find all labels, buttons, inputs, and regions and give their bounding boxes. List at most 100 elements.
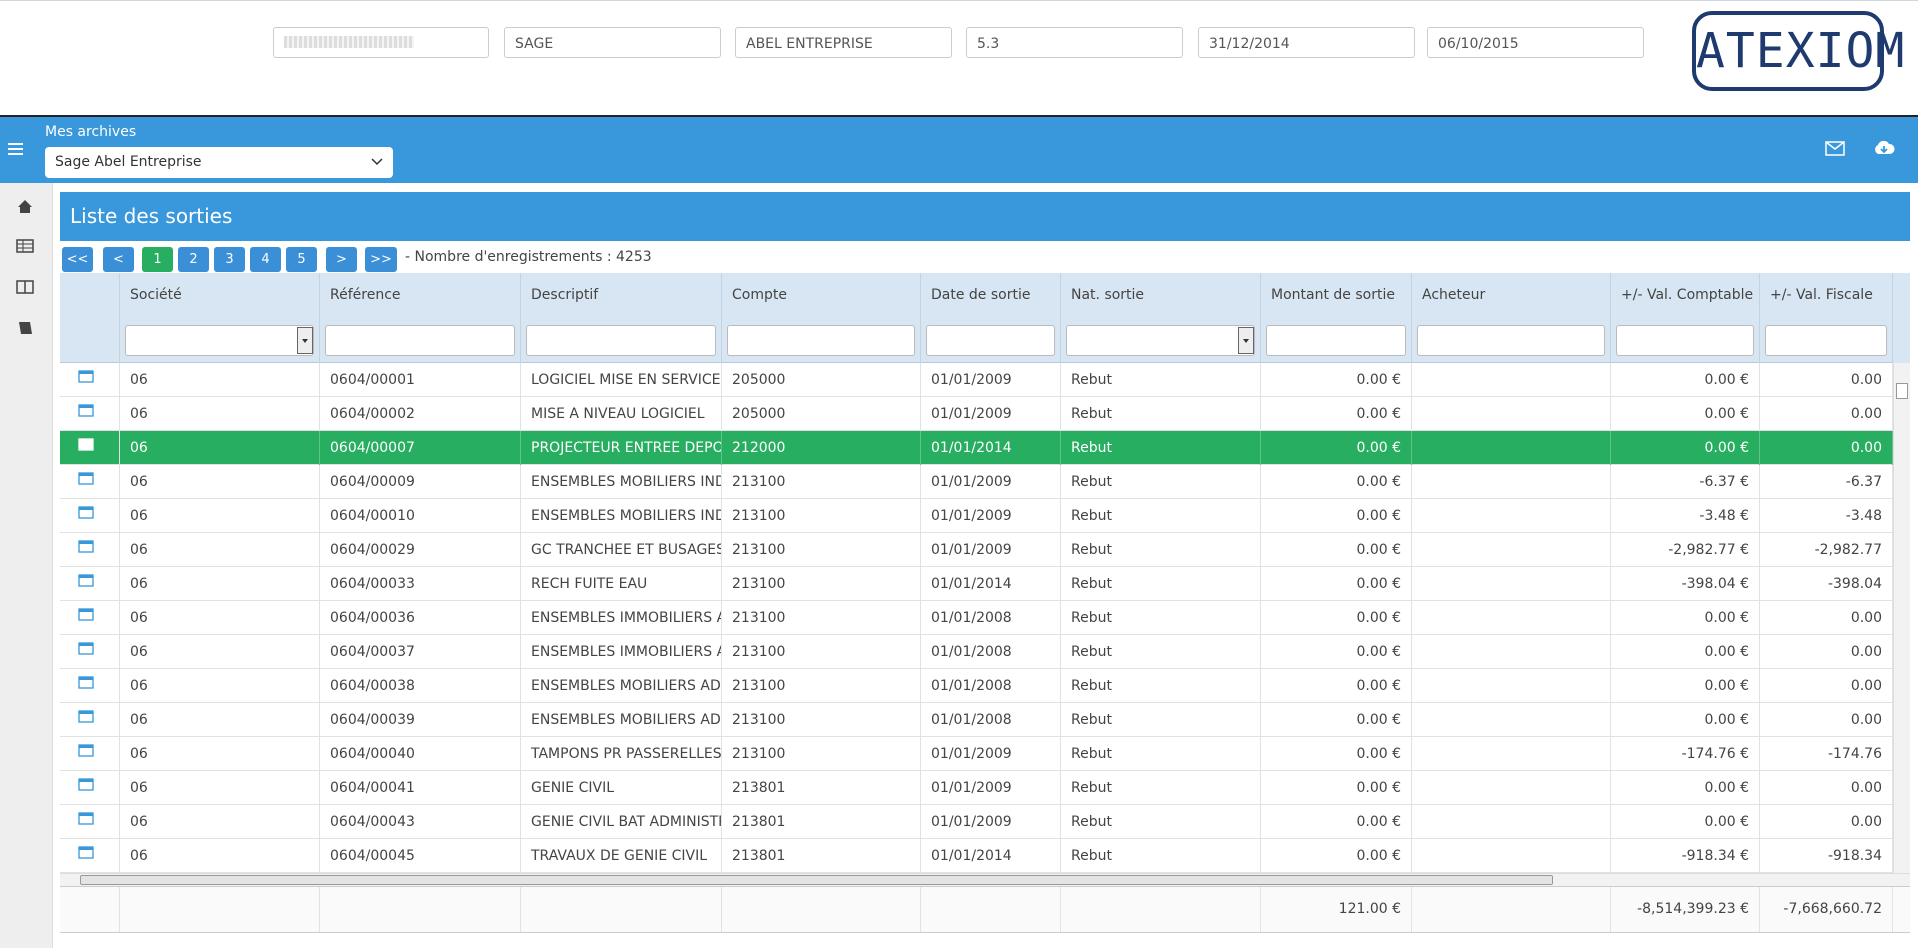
table-cell: 06: [120, 363, 320, 397]
header-field[interactable]: 31/12/2014: [1198, 27, 1415, 58]
row-icon[interactable]: [60, 839, 120, 873]
row-icon[interactable]: [60, 601, 120, 635]
column-header[interactable]: Montant de sortie: [1261, 273, 1412, 318]
page-button[interactable]: 3: [214, 247, 245, 272]
row-icon[interactable]: [60, 771, 120, 805]
logo: ATEXIOM: [1692, 11, 1904, 91]
row-icon[interactable]: [60, 737, 120, 771]
window-icon: [78, 710, 94, 723]
filter-select[interactable]: [1066, 325, 1255, 356]
h-thumb[interactable]: [80, 875, 1553, 885]
column-header[interactable]: +/- Val. Comptable: [1611, 273, 1760, 318]
header-field[interactable]: ABEL ENTREPRISE: [735, 27, 952, 58]
row-icon[interactable]: [60, 703, 120, 737]
column-header[interactable]: Référence: [320, 273, 521, 318]
filter-input[interactable]: [1266, 325, 1406, 356]
table-cell: 213801: [722, 805, 921, 839]
sidebar-icons[interactable]: [10, 195, 40, 340]
table-row[interactable]: 06 0604/00038 ENSEMBLES MOBILIERS ADM 21310…: [60, 669, 1893, 703]
row-icon[interactable]: [60, 397, 120, 431]
filter-input[interactable]: [1417, 325, 1605, 356]
dropdown-arrow[interactable]: [297, 327, 313, 354]
nav-label: Mes archives: [45, 124, 137, 140]
cloud-icon[interactable]: [1873, 139, 1895, 157]
filter-cell: [921, 318, 1061, 363]
table-row[interactable]: 06 0604/00029 GC TRANCHEE ET BUSAGES 213100…: [60, 533, 1893, 567]
column-header[interactable]: Descriptif: [521, 273, 722, 318]
table-cell: 0.00: [1760, 601, 1893, 635]
filter-input[interactable]: [1616, 325, 1754, 356]
table-cell: 213100: [722, 601, 921, 635]
filter-input[interactable]: [727, 325, 915, 356]
table-cell: 0604/00043: [320, 805, 521, 839]
column-header[interactable]: Nat. sortie: [1061, 273, 1261, 318]
filter-input[interactable]: [1765, 325, 1887, 356]
table-cell: -2,982.77: [1760, 533, 1893, 567]
table-cell: -398.04: [1760, 567, 1893, 601]
table-row[interactable]: 06 0604/00039 ENSEMBLES MOBILIERS ADM 21310…: [60, 703, 1893, 737]
row-icon[interactable]: [60, 363, 120, 397]
table-row[interactable]: 06 0604/00040 TAMPONS PR PASSERELLES 213100…: [60, 737, 1893, 771]
table-row[interactable]: 06 0604/00043 GENIE CIVIL BAT ADMINISTRA 21…: [60, 805, 1893, 839]
row-icon[interactable]: [60, 499, 120, 533]
table-cell: 01/01/2014: [921, 839, 1061, 873]
table-row[interactable]: 06 0604/00041 GENIE CIVIL 213801 01/01/2009 R…: [60, 771, 1893, 805]
table-cell: 0.00 €: [1261, 669, 1412, 703]
table-cell: LOGICIEL MISE EN SERVICE: [521, 363, 722, 397]
total-cell: -7,668,660.72: [1760, 887, 1893, 932]
column-header[interactable]: Société: [120, 273, 320, 318]
header-field[interactable]: 5.3: [966, 27, 1183, 58]
row-icon[interactable]: [60, 669, 120, 703]
page-button[interactable]: <: [103, 247, 134, 272]
row-icon[interactable]: [60, 465, 120, 499]
table-row[interactable]: 06 0604/00009 ENSEMBLES MOBILIERS INDU 2131…: [60, 465, 1893, 499]
table-cell: 0.00 €: [1611, 669, 1760, 703]
header-field[interactable]: SAGE: [504, 27, 721, 58]
h-scrollbar[interactable]: [60, 873, 1910, 886]
table-row[interactable]: 06 0604/00007 PROJECTEUR ENTREE DEPOT 21200…: [60, 431, 1893, 465]
table-cell: [1412, 363, 1611, 397]
mail-icon[interactable]: [1825, 141, 1847, 157]
filter-input[interactable]: [325, 325, 515, 356]
page-button[interactable]: >>: [365, 247, 397, 272]
page-button[interactable]: 5: [286, 247, 317, 272]
row-icon[interactable]: [60, 533, 120, 567]
table-row[interactable]: 06 0604/00001 LOGICIEL MISE EN SERVICE 2050…: [60, 363, 1893, 397]
filter-cell: [1061, 318, 1261, 363]
table-row[interactable]: 06 0604/00033 RECH FUITE EAU 213100 01/01/20…: [60, 567, 1893, 601]
obscured-field[interactable]: [273, 27, 489, 58]
row-icon[interactable]: [60, 431, 120, 465]
row-icon[interactable]: [60, 567, 120, 601]
table-row[interactable]: 06 0604/00045 TRAVAUX DE GENIE CIVIL 213801…: [60, 839, 1893, 873]
menu-icon[interactable]: [7, 141, 25, 157]
page-button[interactable]: >: [326, 247, 357, 272]
row-icon[interactable]: [60, 805, 120, 839]
archive-select[interactable]: Sage Abel Entreprise: [45, 147, 393, 178]
table-row[interactable]: 06 0604/00002 MISE A NIVEAU LOGICIEL 205000…: [60, 397, 1893, 431]
table-cell: 0604/00045: [320, 839, 521, 873]
table-cell: [1412, 669, 1611, 703]
page-button[interactable]: 4: [250, 247, 281, 272]
row-icon[interactable]: [60, 635, 120, 669]
table-row[interactable]: 06 0604/00036 ENSEMBLES IMMOBILIERS AD 2131…: [60, 601, 1893, 635]
page-button[interactable]: 2: [178, 247, 209, 272]
page-button[interactable]: 1: [142, 247, 173, 272]
dropdown-arrow[interactable]: [1238, 327, 1254, 354]
table-row[interactable]: 06 0604/00037 ENSEMBLES IMMOBILIERS AD 2131…: [60, 635, 1893, 669]
column-header[interactable]: +/- Val. Fiscale: [1760, 273, 1893, 318]
column-header[interactable]: Acheteur: [1412, 273, 1611, 318]
column-header[interactable]: Compte: [722, 273, 921, 318]
filter-select[interactable]: [125, 325, 314, 356]
v-scrollbar[interactable]: [1893, 363, 1910, 873]
table-row[interactable]: 06 0604/00010 ENSEMBLES MOBILIERS INDU 2131…: [60, 499, 1893, 533]
header-field[interactable]: 06/10/2015: [1427, 27, 1644, 58]
filter-input[interactable]: [926, 325, 1055, 356]
table-cell: ENSEMBLES MOBILIERS ADM: [521, 703, 722, 737]
v-thumb[interactable]: [1896, 383, 1908, 399]
table-cell: GENIE CIVIL BAT ADMINISTRA: [521, 805, 722, 839]
table-cell: -918.34: [1760, 839, 1893, 873]
page-button[interactable]: <<: [62, 247, 93, 272]
table-cell: -398.04 €: [1611, 567, 1760, 601]
column-header[interactable]: Date de sortie: [921, 273, 1061, 318]
filter-input[interactable]: [526, 325, 716, 356]
